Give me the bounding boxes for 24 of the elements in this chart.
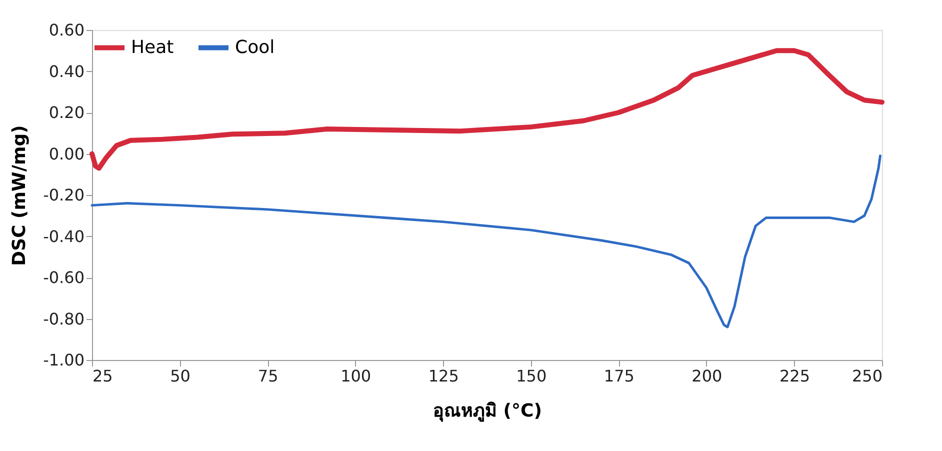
- x-tick-label: 125: [428, 366, 459, 386]
- line-series: [90, 154, 882, 328]
- y-tick-label: 0.00: [48, 144, 84, 164]
- y-tick-label: 0.20: [48, 103, 84, 122]
- x-tick-label: 50: [170, 366, 190, 386]
- x-tick-label: 250: [852, 366, 882, 386]
- y-tick-label: 0.60: [48, 20, 84, 40]
- x-tick-label: 225: [779, 366, 810, 386]
- legend-label: Cool: [235, 36, 275, 58]
- y-tick-label: -0.20: [43, 186, 84, 204]
- y-tick-label: -0.60: [43, 268, 84, 287]
- x-tick-label: 100: [340, 366, 372, 386]
- x-tick-label: 175: [604, 366, 634, 386]
- legend-label: Heat: [131, 36, 174, 58]
- y-tick-label: -0.80: [43, 309, 84, 328]
- x-tick-label: 25: [92, 366, 113, 386]
- y-tick-label: -0.40: [43, 226, 84, 246]
- x-tick-label: 150: [516, 366, 547, 386]
- y-axis-title: DSC (mW/mg): [9, 125, 30, 266]
- y-tick-label: 0.40: [48, 62, 84, 81]
- y-tick-label: -1.00: [43, 350, 84, 370]
- x-axis-title: อุณหภูมิ (°C): [433, 400, 542, 422]
- x-tick-label: 75: [258, 366, 278, 386]
- x-tick-label: 200: [692, 366, 722, 386]
